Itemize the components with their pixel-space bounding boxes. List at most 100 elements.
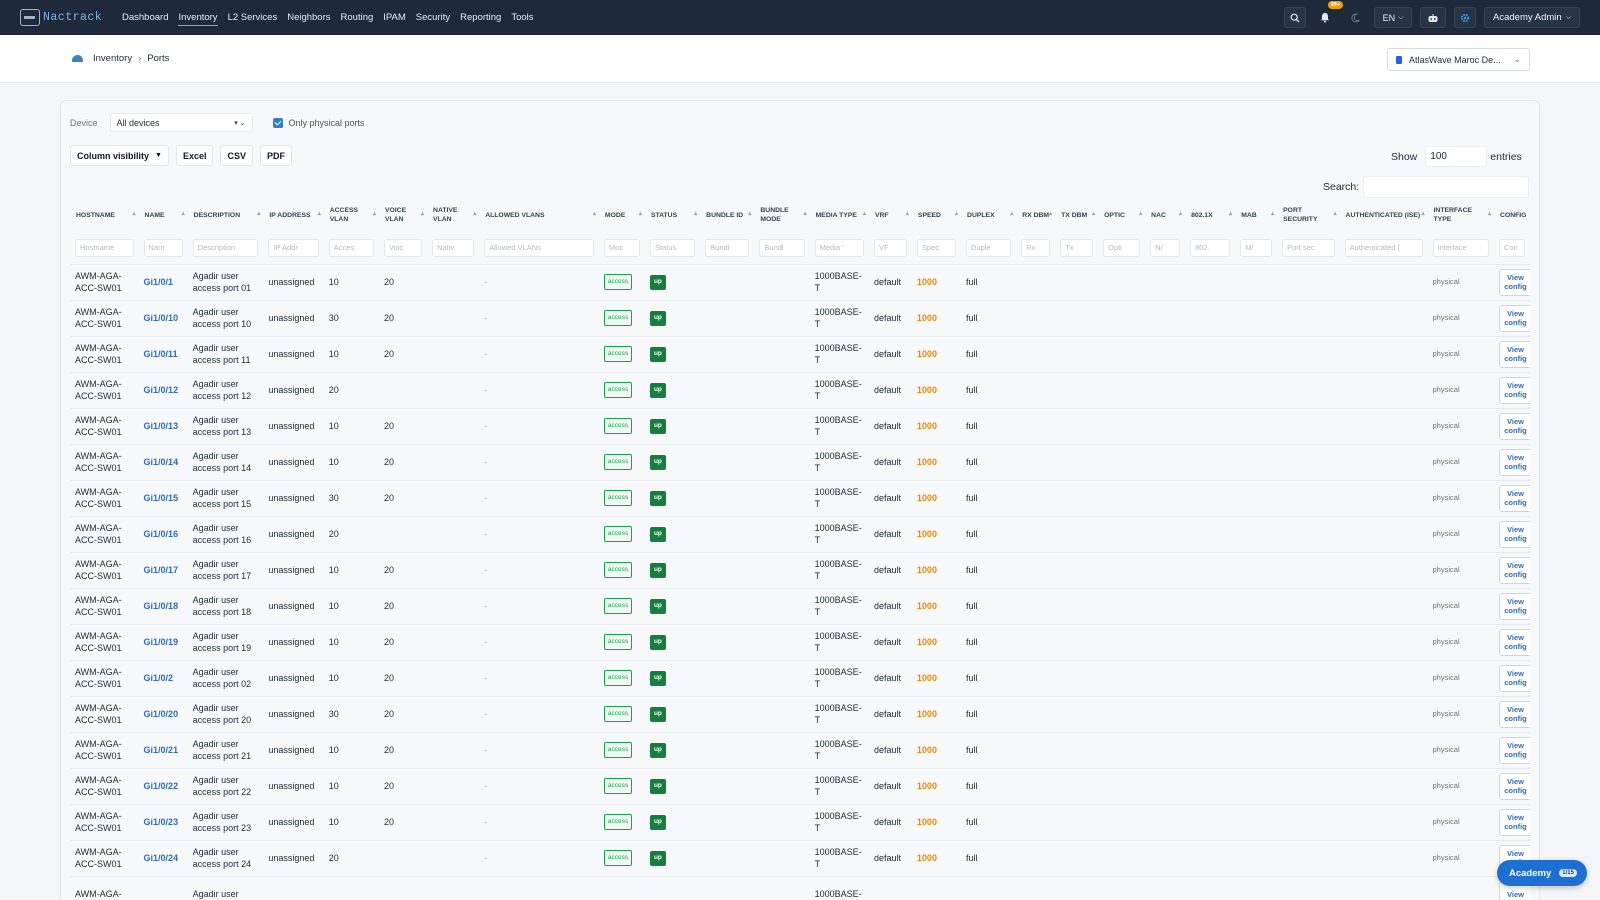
view-config-button[interactable]: View config bbox=[1499, 592, 1530, 620]
view-config-button[interactable]: View config bbox=[1499, 736, 1530, 764]
column-header-tx-dbm[interactable]: TX dBm ▴ bbox=[1055, 198, 1098, 232]
academy-button[interactable]: Academy 1/15 bbox=[1497, 860, 1587, 886]
tenant-select[interactable]: AtlasWave Maroc De... ⌄ bbox=[1387, 48, 1530, 71]
nav-item-inventory[interactable]: Inventory bbox=[178, 10, 218, 26]
column-filter-rx-dbm[interactable]: Rx bbox=[1021, 238, 1051, 257]
column-filter-allowed-vlans[interactable]: Allowed VLANs bbox=[484, 238, 594, 257]
column-header-duplex[interactable]: Duplex ▴ bbox=[961, 198, 1016, 232]
column-filter-authenticated-ise[interactable]: Authenticated ( bbox=[1344, 238, 1423, 257]
nav-item-l2-services[interactable]: L2 Services bbox=[227, 11, 278, 23]
table-row[interactable]: AWM-AGA-ACC-SW01 Gi1/0/17 Agadir user acce… bbox=[70, 551, 1530, 588]
column-header-mode[interactable]: Mode ▴ bbox=[599, 198, 645, 232]
table-row[interactable]: AWM-AGA-ACC-SW01 Gi1/0/11 Agadir user acce… bbox=[70, 335, 1530, 372]
column-filter-interface-type[interactable]: Interface bbox=[1432, 238, 1490, 257]
column-header-nac[interactable]: NAC ▴ bbox=[1145, 198, 1185, 232]
table-row[interactable]: AWM-AGA-ACC-SW01 Gi1/0/23 Agadir user acce… bbox=[70, 803, 1530, 840]
table-row[interactable]: AWM-AGA-ACC-SW01 Gi1/0/19 Agadir user acce… bbox=[70, 623, 1530, 660]
column-filter-description[interactable]: Description bbox=[192, 238, 259, 257]
column-filter-access-vlan[interactable]: Acces bbox=[328, 238, 374, 257]
column-header-optic[interactable]: Optic ▴ bbox=[1098, 198, 1145, 232]
view-config-button[interactable]: View config bbox=[1499, 808, 1530, 836]
port-link[interactable]: Gi1/0/19 bbox=[143, 636, 179, 647]
column-header-native-vlan[interactable]: Native VLAN ▴ bbox=[427, 198, 479, 232]
column-header-status[interactable]: Status ▴ bbox=[645, 198, 700, 232]
column-header-description[interactable]: Description ▴ bbox=[188, 198, 264, 232]
view-config-button[interactable]: View config bbox=[1499, 700, 1530, 728]
view-config-button[interactable]: View config bbox=[1499, 448, 1530, 476]
settings-button[interactable] bbox=[1454, 7, 1477, 28]
column-filter-media-type[interactable]: Media ' bbox=[814, 238, 864, 257]
table-row[interactable]: AWM-AGA-ACC-SW01 Gi1/0/15 Agadir user acce… bbox=[70, 479, 1530, 516]
column-header-config[interactable]: Config bbox=[1494, 198, 1530, 232]
column-filter-mode[interactable]: Moc bbox=[603, 238, 640, 257]
view-config-button[interactable]: View config bbox=[1499, 376, 1530, 404]
language-select[interactable]: EN ⌵ bbox=[1374, 7, 1413, 28]
view-config-button[interactable]: View config bbox=[1499, 340, 1530, 368]
port-link[interactable]: Gi1/0/13 bbox=[143, 420, 179, 431]
column-filter-config[interactable]: Con bbox=[1499, 238, 1525, 257]
table-row[interactable]: AWM-AGA-ACC-SW01 Gi1/0/18 Agadir user acce… bbox=[70, 587, 1530, 624]
csv-button[interactable]: CSV bbox=[220, 145, 253, 166]
nav-item-routing[interactable]: Routing bbox=[340, 11, 374, 23]
table-row[interactable]: AWM-AGA-ACC-SW01 Gi1/0/16 Agadir user acce… bbox=[70, 515, 1530, 552]
column-header-media-type[interactable]: Media Type ▴ bbox=[810, 198, 869, 232]
column-header-hostname[interactable]: Hostname ▴ bbox=[70, 198, 139, 232]
port-link[interactable]: Gi1/0/20 bbox=[143, 708, 179, 719]
table-row[interactable]: AWM-AGA- Agadir user 1000BASE- View bbox=[70, 875, 1530, 900]
table-row[interactable]: AWM-AGA-ACC-SW01 Gi1/0/1 Agadir user acces… bbox=[70, 263, 1530, 300]
column-filter-802-1x[interactable]: 802. bbox=[1190, 238, 1231, 257]
column-filter-duplex[interactable]: Duple bbox=[966, 238, 1012, 257]
port-link[interactable]: Gi1/0/18 bbox=[143, 600, 179, 611]
table-row[interactable]: AWM-AGA-ACC-SW01 Gi1/0/13 Agadir user acce… bbox=[70, 407, 1530, 444]
search-button[interactable] bbox=[1284, 7, 1307, 28]
column-filter-ip-address[interactable]: IP Addr bbox=[268, 238, 319, 257]
table-row[interactable]: AWM-AGA-ACC-SW01 Gi1/0/10 Agadir user acce… bbox=[70, 299, 1530, 336]
notifications-button[interactable]: 99+ bbox=[1314, 1, 1344, 28]
column-header-interface-type[interactable]: Interface Type ▴ bbox=[1428, 198, 1495, 232]
view-config-button[interactable]: View config bbox=[1499, 628, 1530, 656]
nav-item-ipam[interactable]: IPAM bbox=[383, 11, 406, 23]
table-row[interactable]: AWM-AGA-ACC-SW01 Gi1/0/2 Agadir user acces… bbox=[70, 659, 1530, 696]
page-length-input[interactable]: 100 bbox=[1425, 146, 1488, 167]
search-input[interactable] bbox=[1363, 176, 1530, 198]
table-row[interactable]: AWM-AGA-ACC-SW01 Gi1/0/12 Agadir user acce… bbox=[70, 371, 1530, 408]
port-link[interactable]: Gi1/0/24 bbox=[143, 852, 179, 863]
column-header-bundle-id[interactable]: Bundle ID ▴ bbox=[700, 198, 754, 232]
column-header-bundle-mode[interactable]: Bundle Mode ▴ bbox=[754, 198, 809, 232]
theme-toggle[interactable] bbox=[1344, 7, 1366, 28]
column-header-voice-vlan[interactable]: Voice VLAN ▴ bbox=[379, 198, 427, 232]
nav-item-reporting[interactable]: Reporting bbox=[460, 11, 502, 23]
view-config-button[interactable]: View config bbox=[1499, 304, 1530, 332]
column-header-vrf[interactable]: VRF ▴ bbox=[869, 198, 912, 232]
breadcrumb-inventory[interactable]: Inventory bbox=[93, 53, 133, 64]
port-link[interactable]: Gi1/0/10 bbox=[143, 312, 179, 323]
view-config-button[interactable]: View config bbox=[1499, 772, 1530, 800]
device-select[interactable]: All devices ▾ ⌄ bbox=[109, 113, 253, 132]
column-header-access-vlan[interactable]: Access VLAN ▴ bbox=[324, 198, 379, 232]
column-filter-voice-vlan[interactable]: Voic bbox=[383, 238, 423, 257]
port-link[interactable]: Gi1/0/21 bbox=[143, 744, 179, 755]
column-filter-port-security[interactable]: Port sec bbox=[1282, 238, 1335, 257]
column-header-ip-address[interactable]: IP Address ▴ bbox=[263, 198, 323, 232]
column-filter-optic[interactable]: Opti bbox=[1103, 238, 1141, 257]
pdf-button[interactable]: PDF bbox=[260, 145, 292, 166]
column-filter-name[interactable]: Nam bbox=[143, 238, 183, 257]
column-filter-speed[interactable]: Spec bbox=[916, 238, 957, 257]
app-logo[interactable]: Nactrack bbox=[20, 9, 112, 26]
table-row[interactable]: AWM-AGA-ACC-SW01 Gi1/0/24 Agadir user acce… bbox=[70, 839, 1530, 876]
column-filter-bundle-id[interactable]: Bundl bbox=[705, 238, 750, 257]
port-link[interactable]: Gi1/0/22 bbox=[143, 780, 179, 791]
port-link[interactable]: Gi1/0/2 bbox=[143, 672, 174, 683]
column-filter-hostname[interactable]: Hostname bbox=[75, 238, 134, 257]
view-config-button[interactable]: View config bbox=[1499, 268, 1530, 296]
column-visibility-button[interactable]: Column visibility ▼ bbox=[70, 145, 169, 166]
nav-item-dashboard[interactable]: Dashboard bbox=[122, 11, 169, 23]
column-header-mab[interactable]: MAB ▴ bbox=[1235, 198, 1277, 232]
assistant-button[interactable] bbox=[1420, 7, 1447, 28]
column-header-802-1x[interactable]: 802.1X ▴ bbox=[1185, 198, 1235, 232]
port-link[interactable]: Gi1/0/14 bbox=[143, 456, 179, 467]
view-config-button[interactable]: View config bbox=[1499, 484, 1530, 512]
table-row[interactable]: AWM-AGA-ACC-SW01 Gi1/0/22 Agadir user acce… bbox=[70, 767, 1530, 804]
view-config-button[interactable]: View config bbox=[1499, 412, 1530, 440]
column-filter-status[interactable]: Status bbox=[649, 238, 696, 257]
